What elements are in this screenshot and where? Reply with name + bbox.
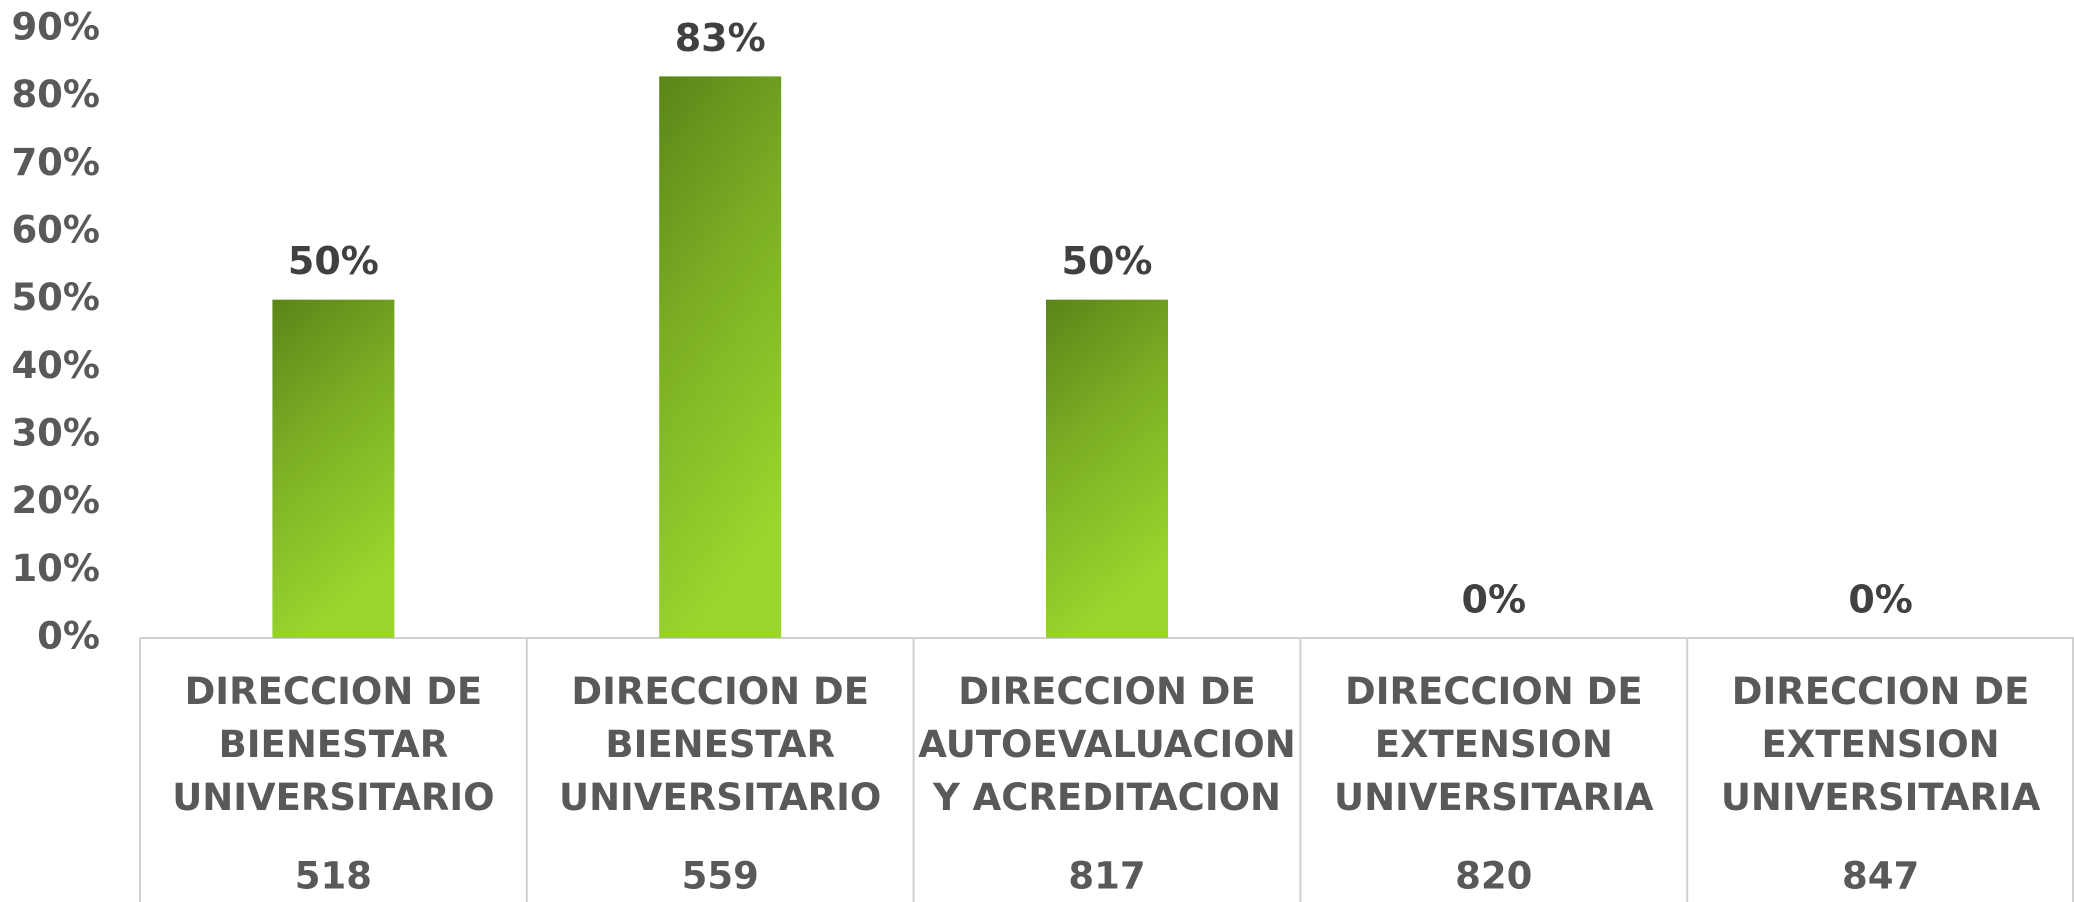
value-label: 0% xyxy=(1848,578,1913,622)
y-tick-label: 30% xyxy=(11,412,100,455)
x-tick-label: DIRECCION DE EXTENSION UNIVERSITARIA xyxy=(1721,670,2041,819)
x-tick-label: DIRECCION DE BIENESTAR UNIVERSITARIO xyxy=(559,670,881,819)
x-tick-code: 817 xyxy=(1068,855,1145,898)
y-tick-label: 50% xyxy=(11,276,100,319)
y-tick-label: 90% xyxy=(11,6,100,49)
x-tick-code: 518 xyxy=(295,855,372,898)
x-tick-label: DIRECCION DE EXTENSION UNIVERSITARIA xyxy=(1334,670,1654,819)
y-tick-label: 10% xyxy=(11,547,100,590)
y-tick-label: 60% xyxy=(11,209,100,252)
value-label: 0% xyxy=(1462,578,1527,622)
x-tick-code: 820 xyxy=(1455,855,1532,898)
value-label: 83% xyxy=(675,16,766,60)
value-label: 50% xyxy=(1062,239,1153,283)
bar xyxy=(272,299,395,638)
bar xyxy=(1046,299,1168,638)
y-tick-label: 0% xyxy=(37,615,100,658)
y-tick-label: 80% xyxy=(11,73,100,116)
x-tick-code: 847 xyxy=(1842,855,1919,898)
y-tick-label: 40% xyxy=(11,344,100,387)
x-tick-label: DIRECCION DE AUTOEVALUACION Y ACREDITACION xyxy=(918,670,1295,819)
x-tick-code: 559 xyxy=(682,855,759,898)
y-tick-label: 70% xyxy=(11,141,100,184)
bar xyxy=(659,76,782,638)
x-tick-label: DIRECCION DE BIENESTAR UNIVERSITARIO xyxy=(172,670,494,819)
y-tick-label: 20% xyxy=(11,479,100,522)
value-label: 50% xyxy=(288,239,379,283)
